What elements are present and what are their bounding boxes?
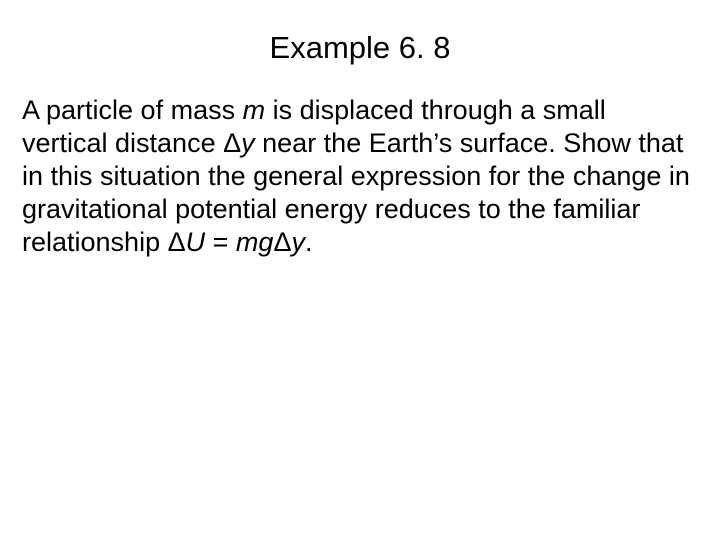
body-text: . bbox=[305, 227, 313, 257]
delta: Δ bbox=[168, 227, 186, 257]
body-text: A particle of mass bbox=[22, 95, 243, 125]
delta: Δ bbox=[223, 128, 241, 158]
var-mg: mg bbox=[236, 227, 274, 257]
var-y: y bbox=[291, 227, 305, 257]
var-U: U bbox=[186, 227, 206, 257]
var-y: y bbox=[241, 128, 255, 158]
var-m: m bbox=[243, 95, 266, 125]
slide-body: A particle of mass m is displaced throug… bbox=[20, 94, 700, 259]
delta: Δ bbox=[273, 227, 291, 257]
slide-title: Example 6. 8 bbox=[20, 30, 700, 66]
slide: Example 6. 8 A particle of mass m is dis… bbox=[0, 0, 720, 540]
equals: = bbox=[205, 227, 236, 257]
